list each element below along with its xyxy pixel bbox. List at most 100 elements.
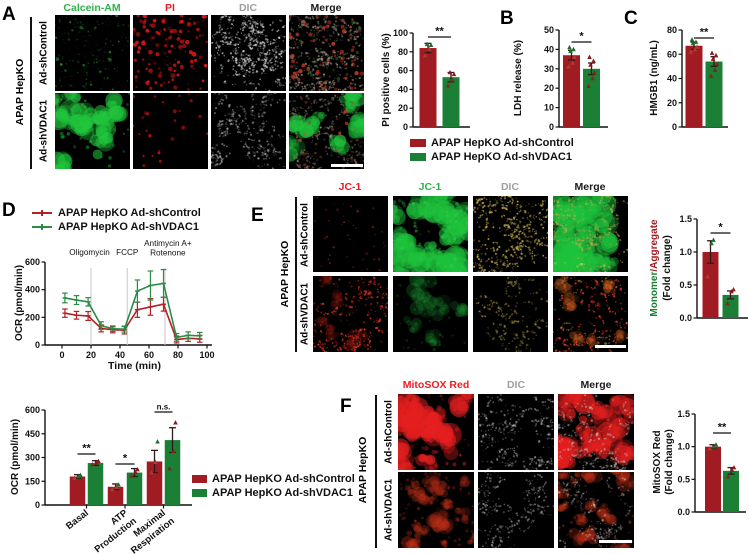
group-label-e: APAP HepKO bbox=[279, 240, 291, 308]
column-header-dic-e: DIC bbox=[500, 181, 520, 193]
svg-text:Monomer/Aggregate: Monomer/Aggregate bbox=[650, 219, 660, 317]
scale-bar-e bbox=[595, 345, 626, 348]
svg-text:1.0: 1.0 bbox=[679, 247, 692, 257]
legend-row-vdac1: APAP HepKO Ad-shVDAC1 bbox=[192, 486, 355, 499]
legend-swatch-vdac1 bbox=[192, 488, 207, 497]
svg-text:20: 20 bbox=[544, 83, 554, 93]
svg-text:0: 0 bbox=[35, 500, 40, 510]
svg-text:450: 450 bbox=[25, 429, 40, 439]
svg-text:300: 300 bbox=[25, 453, 40, 463]
legend-label-control: APAP HepKO Ad-shControl bbox=[431, 136, 574, 149]
legend-label-control: APAP HepKO Ad-shControl bbox=[58, 206, 201, 219]
svg-text:Oligomycin: Oligomycin bbox=[69, 248, 110, 257]
svg-text:Basal: Basal bbox=[64, 508, 91, 532]
column-header-merge-a: Merge bbox=[310, 2, 342, 14]
panel-a-label: A bbox=[2, 4, 16, 25]
svg-text:0: 0 bbox=[35, 340, 40, 350]
chart-ocr-kinetics: 0 200 400 600 0 20 40 60 80 100 Time (min) Oligomyc… bbox=[5, 238, 243, 378]
legend-marker-control bbox=[32, 209, 52, 216]
micro-image-e-dic-shvdac1 bbox=[473, 276, 548, 352]
svg-text:HMGB1 (ng/mL): HMGB1 (ng/mL) bbox=[649, 40, 660, 116]
column-header-dic-a: DIC bbox=[238, 2, 258, 14]
svg-text:60: 60 bbox=[667, 49, 677, 59]
micro-image-a-pi-shvdac1 bbox=[133, 93, 208, 169]
svg-text:1.5: 1.5 bbox=[679, 214, 692, 224]
svg-text:30: 30 bbox=[544, 64, 554, 74]
micro-image-f-dic-shcontrol bbox=[478, 394, 554, 470]
column-header-jc1-red: JC-1 bbox=[338, 181, 362, 193]
svg-text:0.5: 0.5 bbox=[677, 474, 690, 484]
column-header-merge-e: Merge bbox=[574, 181, 606, 193]
svg-text:FCCP: FCCP bbox=[116, 248, 139, 257]
svg-text:80: 80 bbox=[398, 47, 408, 57]
svg-text:*: * bbox=[579, 31, 584, 43]
micro-image-e-merge-shvdac1 bbox=[553, 276, 628, 352]
column-header-dic-f: DIC bbox=[506, 379, 526, 391]
scale-bar-f bbox=[599, 540, 632, 543]
legend-marker-vdac1 bbox=[32, 223, 52, 230]
svg-text:(Fold change): (Fold change) bbox=[662, 235, 673, 301]
row-label-a-shvdac1: Ad-shVDAC1 bbox=[38, 99, 50, 163]
chart-ocr-bars: 0 150 300 450 600 Basal ATP Production Maximal Re… bbox=[5, 400, 217, 554]
legend-row-control: APAP HepKO Ad-shControl bbox=[410, 136, 574, 149]
svg-text:**: ** bbox=[82, 443, 91, 455]
row-label-e-shcontrol: Ad-shControl bbox=[299, 203, 311, 267]
column-header-mitosox: MitoSOX Red bbox=[402, 379, 470, 391]
svg-text:MitoSOX Red: MitoSOX Red bbox=[652, 430, 663, 493]
panel-e-label: E bbox=[251, 205, 264, 226]
svg-text:PI positive cells (%): PI positive cells (%) bbox=[381, 33, 392, 126]
svg-text:40: 40 bbox=[667, 74, 677, 84]
panel-c-label: C bbox=[624, 8, 638, 29]
divider-e bbox=[295, 197, 297, 352]
legend-d2: APAP HepKO Ad-shControl APAP HepKO Ad-sh… bbox=[192, 472, 355, 500]
column-header-calcein-am: Calcein-AM bbox=[63, 2, 121, 14]
panel-d-label: D bbox=[2, 200, 16, 221]
legend-row-control: APAP HepKO Ad-shControl bbox=[192, 472, 355, 485]
svg-text:0: 0 bbox=[59, 350, 64, 360]
svg-text:Rotenone: Rotenone bbox=[150, 249, 186, 258]
micro-image-f-merge-shvdac1 bbox=[558, 472, 634, 548]
legend-swatch-vdac1 bbox=[410, 152, 426, 161]
micro-image-a-dic-shcontrol bbox=[211, 15, 286, 91]
svg-text:0.5: 0.5 bbox=[679, 280, 692, 290]
svg-text:0.0: 0.0 bbox=[679, 313, 692, 323]
svg-text:0.0: 0.0 bbox=[677, 507, 690, 517]
legend-row-vdac1: APAP HepKO Ad-shVDAC1 bbox=[410, 150, 574, 163]
svg-text:LDH release (%): LDH release (%) bbox=[513, 40, 524, 116]
legend-label-vdac1: APAP HepKO Ad-shVDAC1 bbox=[431, 150, 572, 163]
micro-image-e-dic-shcontrol bbox=[473, 196, 548, 272]
micro-image-f-mitosox-shcontrol bbox=[398, 394, 474, 470]
svg-text:80: 80 bbox=[667, 25, 677, 35]
svg-text:60: 60 bbox=[144, 350, 154, 360]
micro-image-a-calcein-shvdac1 bbox=[55, 93, 130, 169]
legend-d1: APAP HepKO Ad-shControl APAP HepKO Ad-sh… bbox=[32, 206, 201, 234]
group-label-f: APAP HepKO bbox=[357, 436, 369, 504]
micro-image-a-calcein-shcontrol bbox=[55, 15, 130, 91]
legend-label-control: APAP HepKO Ad-shControl bbox=[212, 472, 355, 485]
micro-image-e-merge-shcontrol bbox=[553, 196, 628, 272]
micro-image-f-merge-shcontrol bbox=[558, 394, 634, 470]
scale-bar-a bbox=[331, 164, 363, 167]
svg-text:10: 10 bbox=[544, 103, 554, 113]
svg-text:600: 600 bbox=[25, 257, 40, 267]
svg-text:Antimycin A+: Antimycin A+ bbox=[144, 239, 192, 248]
svg-text:(Fold change): (Fold change) bbox=[664, 429, 675, 495]
svg-text:600: 600 bbox=[25, 405, 40, 415]
svg-text:20: 20 bbox=[667, 98, 677, 108]
legend-swatch-control bbox=[192, 474, 207, 483]
legend-swatch-control bbox=[410, 138, 426, 147]
svg-text:20: 20 bbox=[86, 350, 96, 360]
row-label-e-shvdac1: Ad-shVDAC1 bbox=[299, 282, 311, 346]
svg-text:400: 400 bbox=[25, 285, 40, 295]
micro-image-a-dic-shvdac1 bbox=[211, 93, 286, 169]
chart-hmgb1: 0 20 40 60 80 ** HMGB1 (ng/mL) bbox=[627, 20, 739, 142]
micro-image-e-jc1red-shcontrol bbox=[313, 196, 388, 272]
svg-text:**: ** bbox=[435, 26, 444, 38]
svg-text:OCR (pmol/min): OCR (pmol/min) bbox=[14, 265, 25, 341]
svg-text:1.5: 1.5 bbox=[677, 409, 690, 419]
svg-text:Time (min): Time (min) bbox=[108, 360, 161, 372]
svg-text:1.0: 1.0 bbox=[677, 442, 690, 452]
svg-text:50: 50 bbox=[544, 25, 554, 35]
divider-a bbox=[30, 17, 32, 169]
